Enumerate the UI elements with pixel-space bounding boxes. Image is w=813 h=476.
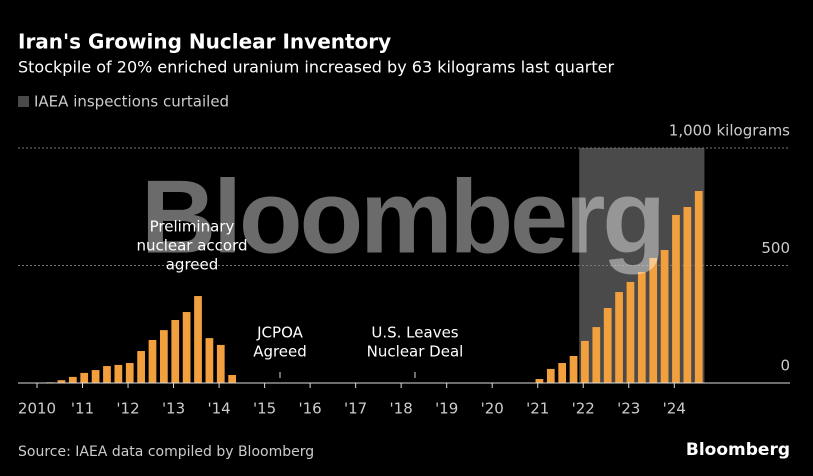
bar — [205, 338, 214, 383]
x-tick-label: '21 — [526, 400, 549, 418]
watermark: Bloomberg — [141, 159, 663, 275]
bar — [581, 340, 589, 383]
bar — [194, 296, 202, 383]
bar — [171, 320, 180, 383]
bar — [57, 380, 66, 383]
annotation: nuclear accord — [136, 237, 247, 255]
bar — [228, 375, 237, 383]
x-tick-label: 2010 — [18, 400, 56, 418]
annotation: JCPOA — [256, 324, 303, 342]
legend-label: IAEA inspections curtailed — [34, 93, 229, 111]
x-tick-label: '11 — [71, 400, 94, 418]
bar — [216, 344, 225, 383]
bar — [160, 330, 168, 383]
bar — [592, 327, 601, 383]
annotation: agreed — [166, 256, 219, 274]
bar — [660, 249, 669, 383]
x-tick-label: '17 — [344, 400, 367, 418]
bar — [148, 339, 157, 383]
y-tick-label: 500 — [761, 239, 790, 257]
x-tick-label: '18 — [390, 400, 413, 418]
x-tick-label: '22 — [572, 400, 595, 418]
x-tick-label: '14 — [207, 400, 230, 418]
y-tick-label: 1,000 kilograms — [669, 122, 790, 140]
legend-swatch — [18, 96, 29, 107]
bar — [694, 191, 703, 383]
bar — [80, 372, 89, 383]
bar — [182, 312, 191, 383]
annotation: Preliminary — [150, 218, 235, 236]
bar — [546, 368, 555, 383]
bar — [558, 363, 567, 383]
annotation: Nuclear Deal — [367, 343, 464, 361]
x-tick-label: '19 — [435, 400, 458, 418]
bar — [114, 364, 123, 383]
x-tick-label: '24 — [663, 400, 686, 418]
bar — [672, 214, 680, 383]
bar — [137, 351, 145, 383]
x-tick-label: '20 — [481, 400, 504, 418]
y-tick-label: 0 — [780, 357, 790, 375]
chart-subtitle: Stockpile of 20% enriched uranium increa… — [18, 58, 614, 77]
annotation: Agreed — [253, 343, 307, 361]
x-tick-label: '12 — [116, 400, 139, 418]
bar — [125, 363, 134, 383]
x-tick-label: '23 — [617, 400, 640, 418]
bar — [103, 366, 111, 383]
bar — [649, 257, 658, 383]
bar — [91, 370, 100, 383]
x-tick-label: '15 — [253, 400, 276, 418]
bar — [535, 379, 544, 383]
chart-title: Iran's Growing Nuclear Inventory — [18, 30, 391, 54]
bar — [683, 206, 692, 383]
bar — [603, 308, 612, 383]
annotation: U.S. Leaves — [371, 324, 458, 342]
bar — [637, 272, 646, 383]
bar — [68, 376, 77, 383]
bar — [615, 292, 623, 383]
bar — [626, 281, 635, 383]
source: Source: IAEA data compiled by Bloomberg — [18, 444, 314, 460]
logo: Bloomberg — [686, 440, 790, 460]
bar — [569, 355, 578, 383]
x-tick-label: '13 — [162, 400, 185, 418]
x-tick-label: '16 — [299, 400, 322, 418]
